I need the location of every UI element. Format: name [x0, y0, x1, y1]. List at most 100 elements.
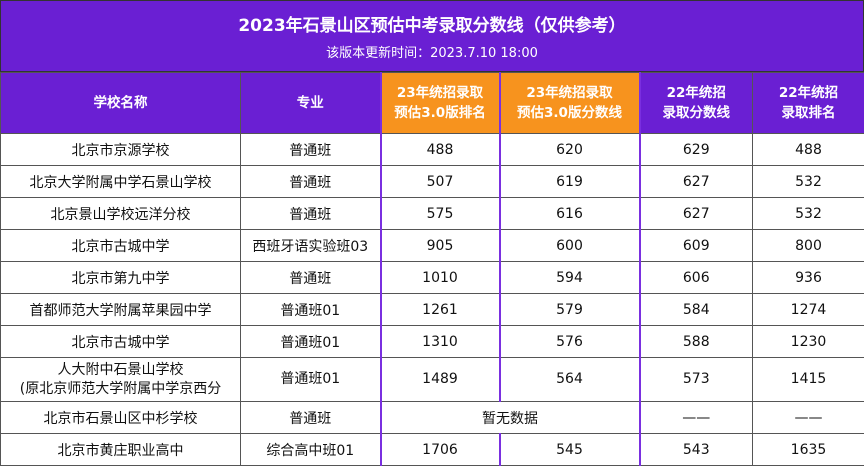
table-cell: 1310	[379, 325, 501, 358]
table-row: 首都师范大学附属苹果园中学 普通班01 1261 579 584 1274	[0, 293, 864, 326]
cell-line: 学校名称	[93, 95, 148, 111]
table-cell: 普通班01	[240, 325, 381, 358]
table-body: 北京市京源学校 普通班 488 620 629 488 北京大学附属中学石景山学校 普通班 50…	[0, 133, 864, 466]
column-header: 22年统招录取排名	[752, 72, 864, 134]
table-cell: 800	[752, 229, 864, 262]
table-cell: 首都师范大学附属苹果园中学	[0, 293, 241, 326]
table-cell: 北京市古城中学	[0, 325, 241, 358]
cell-line: (原北京师范大学附属中学京西分	[19, 380, 222, 397]
column-header: 23年统招录取 预估3.0版分数线	[498, 72, 641, 134]
cell-line: 北京市古城中学	[71, 238, 170, 255]
table-cell: 600	[498, 229, 641, 262]
table-row: 北京市第九中学 普通班 1010 594 606 936	[0, 261, 864, 294]
table-cell: 人大附中石景山学校 (原北京师范大学附属中学京西分	[0, 357, 241, 402]
table-cell: 543	[639, 433, 753, 466]
table-cell: 北京市黄庄职业高中	[0, 433, 241, 466]
table-cell: 936	[752, 261, 864, 294]
table-cell: 1489	[379, 357, 501, 402]
table-cell: 619	[498, 165, 641, 198]
table-cell: 北京大学附属中学石景山学校	[0, 165, 241, 198]
table-cell: 629	[639, 133, 753, 166]
table-cell: 北京市京源学校	[0, 133, 241, 166]
table-cell: 北京市古城中学	[0, 229, 241, 262]
table-cell: 905	[379, 229, 501, 262]
table-cell: 1230	[752, 325, 864, 358]
table-cell: 北京市石景山区中杉学校	[0, 401, 241, 434]
cell-line: 北京市古城中学	[71, 334, 170, 351]
column-header: 学校名称	[0, 72, 241, 134]
table-cell: 北京市第九中学	[0, 261, 241, 294]
column-header: 专业	[240, 72, 381, 134]
cell-line: 录取分数线	[662, 105, 731, 121]
cell-line: 北京大学附属中学石景山学校	[29, 174, 212, 191]
table-cell: 545	[498, 433, 641, 466]
table-cell: 暂无数据	[379, 401, 641, 434]
table-cell: ——	[752, 401, 864, 434]
cell-line: 预估3.0版分数线	[517, 105, 622, 121]
table-row: 北京景山学校远洋分校 普通班 575 616 627 532	[0, 197, 864, 230]
table-cell: 573	[639, 357, 753, 402]
table-cell: 1010	[379, 261, 501, 294]
table-cell: ——	[639, 401, 753, 434]
table-cell: 综合高中班01	[240, 433, 381, 466]
table-cell: 1706	[379, 433, 501, 466]
cell-line: 录取排名	[781, 105, 836, 121]
table-cell: 488	[379, 133, 501, 166]
table-cell: 1261	[379, 293, 501, 326]
table-cell: 564	[498, 357, 641, 402]
table-row: 北京大学附属中学石景山学校 普通班 507 619 627 532	[0, 165, 864, 198]
table-cell: 普通班	[240, 197, 381, 230]
table-row: 北京市京源学校 普通班 488 620 629 488	[0, 133, 864, 166]
table-cell: 普通班01	[240, 293, 381, 326]
table-cell: 1635	[752, 433, 864, 466]
table-cell: 1415	[752, 357, 864, 402]
cell-line: 北京市石景山区中杉学校	[43, 410, 198, 427]
cell-line: 人大附中石景山学校	[57, 361, 184, 378]
cell-line: 北京景山学校远洋分校	[50, 206, 191, 223]
table-cell: 606	[639, 261, 753, 294]
cell-line: 22年统招	[666, 85, 726, 101]
header: 2023年石景山区预估中考录取分数线（仅供参考） 该版本更新时间：2023.7.…	[0, 0, 864, 72]
table-cell: 584	[639, 293, 753, 326]
title: 2023年石景山区预估中考录取分数线（仅供参考）	[238, 16, 626, 36]
table-cell: 609	[639, 229, 753, 262]
table-row: 北京市古城中学 西班牙语实验班03 905 600 609 800	[0, 229, 864, 262]
cell-line: 北京市黄庄职业高中	[57, 442, 184, 459]
table-cell: 627	[639, 165, 753, 198]
column-header: 22年统招录取分数线	[639, 72, 753, 134]
table-cell: 北京景山学校远洋分校	[0, 197, 241, 230]
cell-line: 22年统招	[778, 85, 839, 101]
table-cell: 普通班	[240, 133, 381, 166]
table-cell: 594	[498, 261, 641, 294]
table-cell: 579	[498, 293, 641, 326]
table-cell: 532	[752, 165, 864, 198]
table-row: 北京市古城中学 普通班01 1310 576 588 1230	[0, 325, 864, 358]
table-row: 北京市石景山区中杉学校 普通班 暂无数据 —— ——	[0, 401, 864, 434]
column-header: 23年统招录取 预估3.0版排名	[379, 72, 501, 134]
table-cell: 620	[498, 133, 641, 166]
header-row: 学校名称 专业 23年统招录取 预估3.0版排名 23年统招录取 预估3.0版分数线 22年…	[0, 72, 864, 134]
table-cell: 575	[379, 197, 501, 230]
table-cell: 1274	[752, 293, 864, 326]
table: 学校名称 专业 23年统招录取 预估3.0版排名 23年统招录取 预估3.0版分数线 22年…	[0, 72, 864, 466]
table-cell: 普通班	[240, 261, 381, 294]
table-cell: 西班牙语实验班03	[240, 229, 381, 262]
table-cell: 576	[498, 325, 641, 358]
table-cell: 普通班	[240, 401, 381, 434]
table-head: 学校名称 专业 23年统招录取 预估3.0版排名 23年统招录取 预估3.0版分数线 22年…	[0, 72, 864, 134]
table-cell: 588	[639, 325, 753, 358]
cell-line: 专业	[296, 95, 324, 111]
subtitle: 该版本更新时间：2023.7.10 18:00	[326, 46, 538, 61]
cell-line: 23年统招录取	[396, 85, 484, 101]
table-cell: 616	[498, 197, 641, 230]
cell-line: 预估3.0版排名	[394, 105, 486, 121]
table-cell: 普通班	[240, 165, 381, 198]
table-cell: 532	[752, 197, 864, 230]
table-cell: 488	[752, 133, 864, 166]
table-row: 人大附中石景山学校 (原北京师范大学附属中学京西分 普通班01 1489 564 573 1…	[0, 357, 864, 402]
table-cell: 507	[379, 165, 501, 198]
cell-line: 北京市京源学校	[71, 142, 170, 159]
table-cell: 627	[639, 197, 753, 230]
